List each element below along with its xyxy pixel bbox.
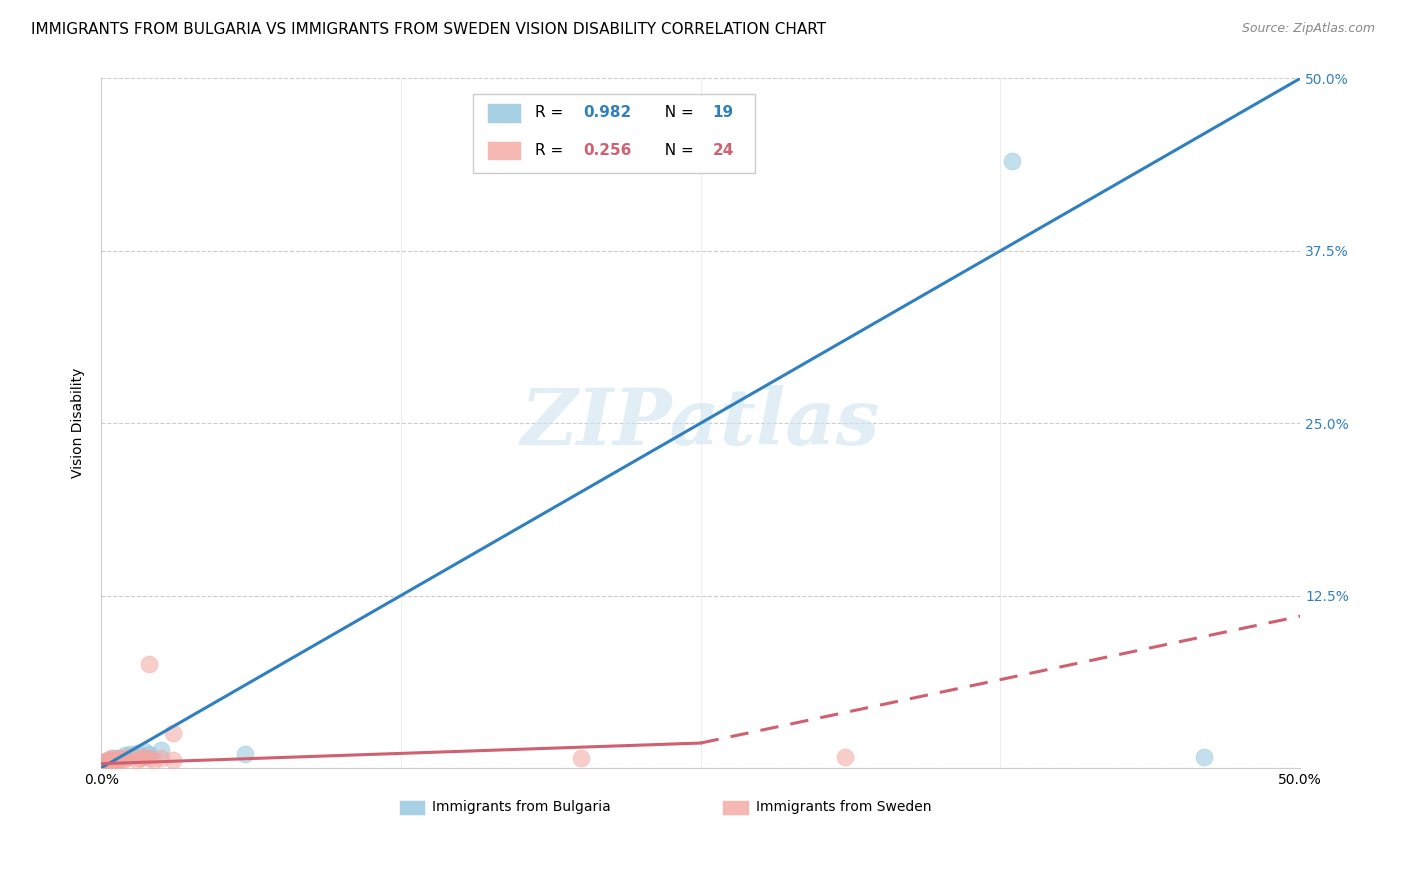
Point: [150, 751, 173, 765]
Point: [834, 749, 856, 764]
Text: Immigrants from Sweden: Immigrants from Sweden: [756, 800, 931, 814]
Point: [127, 746, 149, 760]
Point: [94, 754, 117, 768]
Point: [114, 751, 136, 765]
FancyBboxPatch shape: [488, 103, 520, 122]
Point: [134, 749, 156, 764]
Point: [103, 754, 125, 768]
Point: [134, 744, 156, 758]
Point: [103, 751, 125, 765]
Point: [94, 756, 117, 770]
Point: [128, 751, 150, 765]
Text: 19: 19: [713, 105, 734, 120]
Point: [97, 753, 120, 767]
Point: [138, 657, 160, 672]
Point: [104, 753, 127, 767]
Point: [118, 749, 141, 764]
Point: [93, 756, 115, 771]
Text: ZIPatlas: ZIPatlas: [522, 385, 880, 461]
Point: [162, 753, 184, 767]
Text: R =: R =: [536, 143, 568, 158]
Point: [104, 754, 127, 768]
Text: N =: N =: [655, 143, 699, 158]
Text: N =: N =: [655, 105, 699, 120]
Y-axis label: Vision Disability: Vision Disability: [72, 368, 86, 478]
Point: [127, 753, 149, 767]
Point: [1192, 749, 1215, 764]
Point: [118, 747, 141, 761]
Point: [110, 751, 132, 765]
Point: [103, 754, 125, 768]
Text: 24: 24: [713, 143, 734, 158]
FancyBboxPatch shape: [472, 94, 755, 173]
Point: [143, 753, 166, 767]
Point: [97, 753, 120, 767]
Point: [97, 756, 120, 770]
Point: [162, 726, 184, 740]
FancyBboxPatch shape: [723, 799, 748, 814]
Point: [138, 751, 160, 765]
Point: [1001, 154, 1024, 169]
Point: [104, 751, 127, 765]
Point: [107, 753, 129, 767]
Point: [569, 751, 592, 765]
Point: [100, 751, 122, 765]
Text: 0.982: 0.982: [583, 105, 631, 120]
Point: [233, 747, 256, 761]
Point: [138, 747, 160, 761]
Text: 0.256: 0.256: [583, 143, 631, 158]
Point: [107, 753, 129, 767]
Text: R =: R =: [536, 105, 568, 120]
FancyBboxPatch shape: [488, 141, 520, 160]
Point: [100, 754, 122, 768]
Text: Immigrants from Bulgaria: Immigrants from Bulgaria: [432, 800, 610, 814]
Point: [111, 753, 134, 767]
Point: [93, 756, 115, 770]
Text: IMMIGRANTS FROM BULGARIA VS IMMIGRANTS FROM SWEDEN VISION DISABILITY CORRELATION: IMMIGRANTS FROM BULGARIA VS IMMIGRANTS F…: [31, 22, 827, 37]
Text: Source: ZipAtlas.com: Source: ZipAtlas.com: [1241, 22, 1375, 36]
Point: [150, 743, 173, 757]
Point: [110, 751, 132, 765]
FancyBboxPatch shape: [398, 799, 425, 814]
Point: [114, 748, 136, 763]
Point: [97, 756, 120, 770]
